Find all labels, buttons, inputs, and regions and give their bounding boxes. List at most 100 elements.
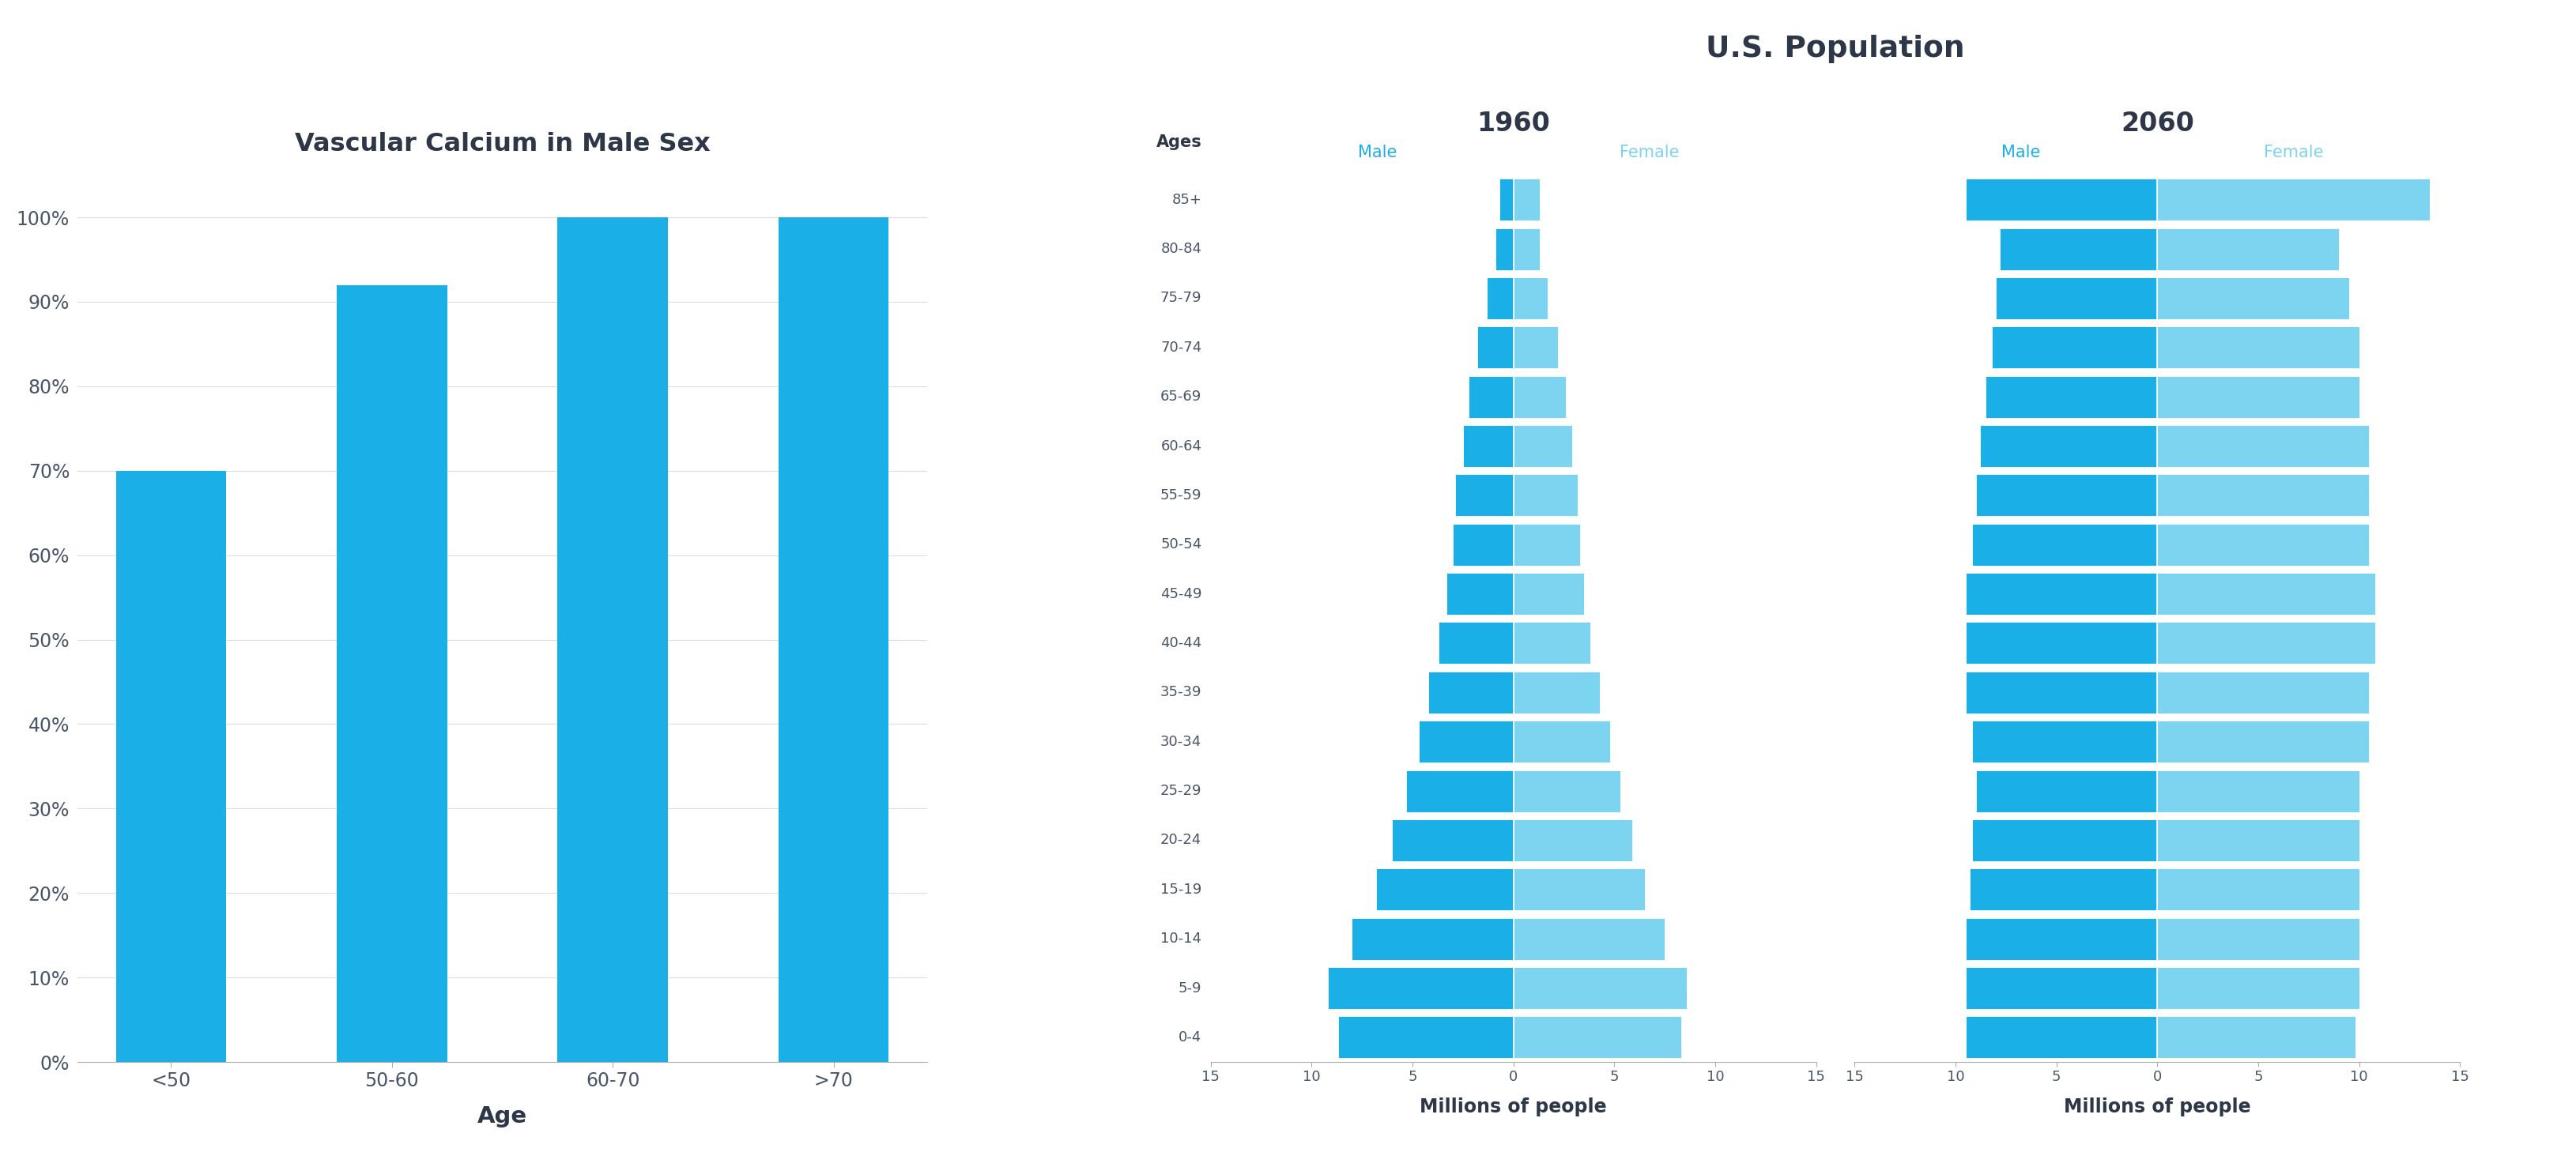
Text: Female: Female <box>1620 145 1680 160</box>
Bar <box>1455 475 1515 516</box>
Text: 50-54: 50-54 <box>1159 538 1200 552</box>
Bar <box>1515 228 1540 270</box>
Bar <box>1515 475 1579 516</box>
Title: Vascular Calcium in Male Sex: Vascular Calcium in Male Sex <box>294 132 711 156</box>
Bar <box>1515 1016 1682 1058</box>
Bar <box>1515 868 1643 910</box>
Text: 35-39: 35-39 <box>1159 685 1200 699</box>
Bar <box>2159 967 2360 1009</box>
Bar <box>1476 327 1515 369</box>
Bar <box>1971 819 2159 861</box>
Bar <box>1486 278 1515 320</box>
Text: Ages: Ages <box>1157 134 1200 151</box>
Bar <box>1515 770 1620 812</box>
Bar <box>1981 425 2159 467</box>
Bar <box>2159 327 2360 369</box>
Bar <box>2159 278 2349 320</box>
Title: 1960: 1960 <box>1476 111 1551 137</box>
Bar <box>1352 917 1515 959</box>
Text: 45-49: 45-49 <box>1159 587 1200 601</box>
Bar <box>1515 327 1558 369</box>
Text: 5-9: 5-9 <box>1177 981 1200 995</box>
Text: 20-24: 20-24 <box>1159 833 1200 847</box>
Bar <box>2159 671 2370 713</box>
Bar <box>2159 475 2370 516</box>
Bar <box>1965 1016 2159 1058</box>
Bar <box>778 217 889 1062</box>
Bar <box>1515 671 1600 713</box>
Bar <box>1419 721 1515 763</box>
Bar <box>1515 819 1633 861</box>
Bar <box>1515 425 1571 467</box>
Text: 85+: 85+ <box>1172 193 1200 207</box>
Text: 75-79: 75-79 <box>1159 291 1200 306</box>
Bar <box>1971 721 2159 763</box>
Bar <box>1515 622 1589 664</box>
Bar <box>2159 868 2360 910</box>
Bar <box>1448 573 1515 615</box>
Text: 65-69: 65-69 <box>1159 390 1200 404</box>
Bar <box>1391 819 1515 861</box>
Text: 10-14: 10-14 <box>1162 931 1200 946</box>
Text: Male: Male <box>1358 145 1396 160</box>
Bar <box>1976 770 2159 812</box>
Bar <box>1991 327 2159 369</box>
Text: 15-19: 15-19 <box>1159 882 1200 896</box>
Bar <box>2159 573 2375 615</box>
Bar <box>1499 179 1515 221</box>
Bar <box>1430 671 1515 713</box>
Text: 60-64: 60-64 <box>1162 439 1200 453</box>
Bar <box>1468 376 1515 418</box>
Bar <box>2159 228 2339 270</box>
Bar <box>2159 179 2429 221</box>
Bar <box>1376 868 1515 910</box>
Bar <box>1515 376 1566 418</box>
Bar <box>2159 1016 2354 1058</box>
Bar <box>2159 917 2360 959</box>
Text: Male: Male <box>2002 145 2040 160</box>
Bar <box>1494 228 1515 270</box>
Text: 70-74: 70-74 <box>1159 341 1200 355</box>
X-axis label: Age: Age <box>477 1105 528 1127</box>
Bar <box>1453 524 1515 566</box>
X-axis label: Millions of people: Millions of people <box>2063 1098 2251 1117</box>
Text: 0-4: 0-4 <box>1180 1030 1200 1044</box>
Bar <box>1327 967 1515 1009</box>
Bar <box>1965 967 2159 1009</box>
Bar <box>1515 917 1664 959</box>
Bar <box>1515 179 1540 221</box>
Bar <box>2159 376 2360 418</box>
Bar <box>556 217 667 1062</box>
Title: 2060: 2060 <box>2120 111 2195 137</box>
Bar <box>1406 770 1515 812</box>
Text: U.S. Population: U.S. Population <box>1705 35 1965 63</box>
Bar <box>1996 278 2159 320</box>
Bar <box>1515 573 1584 615</box>
Bar <box>116 470 227 1062</box>
Text: 40-44: 40-44 <box>1159 636 1200 650</box>
Bar <box>2159 819 2360 861</box>
Text: 55-59: 55-59 <box>1159 488 1200 503</box>
Bar <box>1515 524 1579 566</box>
Bar <box>1515 967 1687 1009</box>
Bar <box>1965 179 2159 221</box>
Bar <box>1986 376 2159 418</box>
Bar <box>1965 622 2159 664</box>
Text: 25-29: 25-29 <box>1159 784 1200 798</box>
Bar <box>2159 721 2370 763</box>
Bar <box>1463 425 1515 467</box>
Text: 80-84: 80-84 <box>1162 242 1200 256</box>
Bar <box>1976 475 2159 516</box>
Bar <box>1337 1016 1515 1058</box>
Bar <box>2159 770 2360 812</box>
Text: Female: Female <box>2264 145 2324 160</box>
Bar <box>1965 917 2159 959</box>
Bar <box>2159 425 2370 467</box>
Bar <box>1971 868 2159 910</box>
Bar <box>2159 622 2375 664</box>
Bar <box>1515 278 1548 320</box>
Bar <box>2159 524 2370 566</box>
X-axis label: Millions of people: Millions of people <box>1419 1098 1607 1117</box>
Bar <box>1515 721 1610 763</box>
Bar <box>337 285 448 1062</box>
